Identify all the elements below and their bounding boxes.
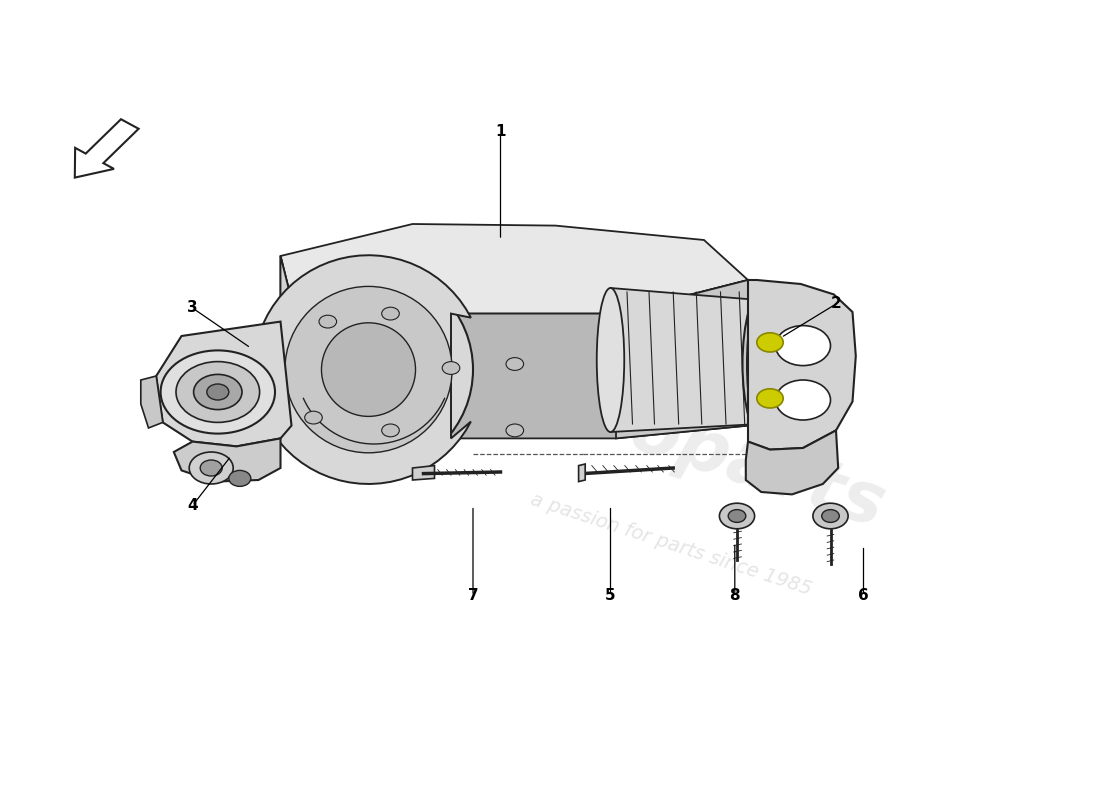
- Circle shape: [442, 362, 460, 374]
- Circle shape: [305, 411, 322, 424]
- Circle shape: [719, 503, 755, 529]
- Text: 8: 8: [729, 589, 740, 603]
- Circle shape: [382, 307, 399, 320]
- Circle shape: [189, 452, 233, 484]
- Polygon shape: [292, 280, 748, 438]
- Ellipse shape: [264, 266, 473, 474]
- Ellipse shape: [750, 314, 779, 414]
- Polygon shape: [174, 438, 280, 482]
- Text: 2: 2: [830, 297, 842, 311]
- Polygon shape: [280, 256, 451, 468]
- Polygon shape: [280, 256, 292, 426]
- Circle shape: [176, 362, 260, 422]
- Text: europarts: europarts: [493, 354, 893, 542]
- Polygon shape: [579, 464, 585, 482]
- Polygon shape: [292, 300, 451, 438]
- Polygon shape: [610, 288, 759, 432]
- Polygon shape: [748, 280, 856, 450]
- Polygon shape: [616, 280, 748, 438]
- Text: 3: 3: [187, 301, 198, 315]
- Polygon shape: [75, 119, 139, 178]
- Circle shape: [194, 374, 242, 410]
- Ellipse shape: [321, 322, 416, 416]
- Circle shape: [506, 424, 524, 437]
- Text: 5: 5: [605, 589, 616, 603]
- Circle shape: [229, 470, 251, 486]
- Circle shape: [757, 389, 783, 408]
- Circle shape: [506, 358, 524, 370]
- Circle shape: [319, 315, 337, 328]
- Polygon shape: [141, 376, 163, 428]
- Circle shape: [757, 333, 783, 352]
- Circle shape: [813, 503, 848, 529]
- Ellipse shape: [596, 288, 625, 432]
- Text: 6: 6: [858, 589, 869, 603]
- Text: 4: 4: [187, 498, 198, 513]
- Polygon shape: [412, 466, 434, 480]
- Circle shape: [822, 510, 839, 522]
- Polygon shape: [746, 430, 838, 494]
- Circle shape: [728, 510, 746, 522]
- Circle shape: [776, 326, 830, 366]
- Circle shape: [382, 424, 399, 437]
- Ellipse shape: [747, 300, 771, 428]
- Circle shape: [200, 460, 222, 476]
- Circle shape: [776, 380, 830, 420]
- Text: 1: 1: [495, 125, 506, 139]
- Text: 7: 7: [468, 589, 478, 603]
- Polygon shape: [156, 322, 292, 446]
- Ellipse shape: [742, 288, 786, 440]
- Text: a passion for parts since 1985: a passion for parts since 1985: [528, 490, 814, 598]
- Circle shape: [161, 350, 275, 434]
- Ellipse shape: [285, 286, 452, 453]
- Polygon shape: [280, 224, 748, 314]
- Polygon shape: [254, 255, 471, 484]
- Circle shape: [207, 384, 229, 400]
